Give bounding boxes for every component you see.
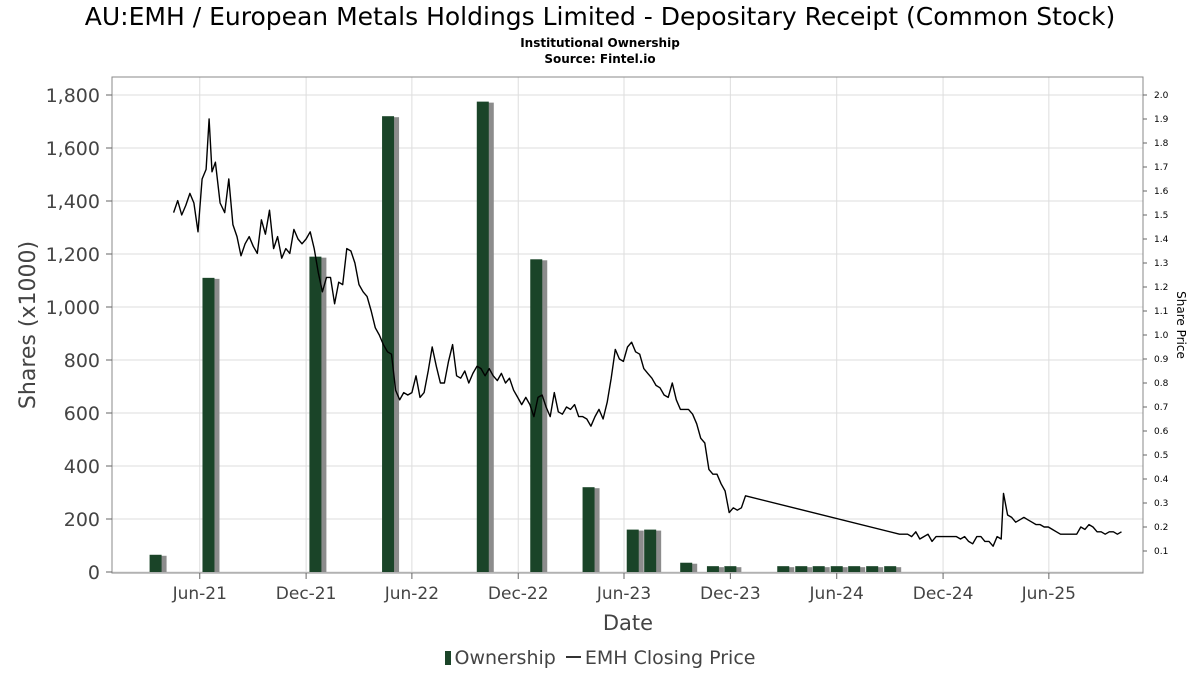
legend: Ownership EMH Closing Price — [0, 647, 1200, 669]
plot-frame — [111, 76, 1144, 574]
x-axis-label: Date — [603, 611, 653, 635]
legend-item-ownership: Ownership — [444, 647, 556, 669]
x-tick-label: Dec-23 — [700, 584, 761, 604]
y2-tick-label: 0.7 — [1154, 403, 1168, 413]
bars-layer — [149, 101, 902, 572]
y2-axis-label: Share Price — [1174, 291, 1188, 359]
ownership-bar — [202, 277, 215, 572]
y2-tick-label: 1.0 — [1154, 331, 1169, 341]
price-swatch — [565, 656, 581, 658]
line-layer — [172, 118, 1122, 547]
y2-tick-label: 1.9 — [1154, 115, 1169, 125]
ownership-bar — [706, 566, 719, 572]
ownership-bar — [582, 487, 595, 572]
ownership-bar — [866, 566, 879, 572]
ownership-bar — [476, 101, 489, 572]
y2-tick-label: 1.2 — [1154, 283, 1168, 293]
ownership-bar — [848, 566, 861, 572]
y2-tick-label: 0.8 — [1154, 379, 1169, 389]
ownership-bar — [724, 566, 737, 572]
y2-tick-label: 0.4 — [1154, 475, 1169, 485]
legend-price-label: EMH Closing Price — [584, 647, 756, 669]
y2-tick-label: 0.6 — [1154, 427, 1169, 437]
axis-layer: 0 200 400 600 800 1,000 1,200 1,400 1,600 1,800 0.… — [46, 85, 1169, 604]
x-tick-label: Jun-22 — [384, 584, 439, 604]
chart-title: AU:EMH / European Metals Holdings Limite… — [84, 2, 1116, 31]
price-line — [172, 118, 1122, 547]
ownership-bar — [309, 256, 322, 572]
y2-tick-label: 1.6 — [1154, 187, 1169, 197]
y-tick-label: 600 — [64, 403, 100, 425]
y2-tick-label: 1.7 — [1154, 163, 1168, 173]
ownership-bar — [530, 259, 543, 572]
y2-tick-label: 1.5 — [1154, 211, 1168, 221]
x-tick-label: Dec-21 — [276, 584, 337, 604]
x-tick-label: Jun-23 — [596, 584, 651, 604]
y2-tick-label: 0.5 — [1154, 451, 1168, 461]
ownership-swatch — [444, 651, 451, 665]
y2-tick-label: 1.8 — [1154, 139, 1169, 149]
ownership-bar — [830, 566, 843, 572]
y2-tick-label: 0.2 — [1154, 523, 1168, 533]
y2-tick-label: 1.3 — [1154, 259, 1168, 269]
x-tick-label: Jun-25 — [1021, 584, 1076, 604]
y-tick-label: 1,600 — [46, 138, 100, 160]
ownership-bar — [149, 554, 162, 572]
y-tick-label: 0 — [88, 562, 100, 584]
y-tick-label: 1,800 — [46, 85, 100, 107]
y2-tick-label: 0.1 — [1154, 547, 1168, 557]
y-tick-label: 200 — [64, 509, 100, 531]
ownership-bar — [812, 566, 825, 572]
ownership-bar — [626, 529, 639, 572]
chart-subtitle: Institutional Ownership — [520, 36, 680, 50]
y2-tick-label: 0.3 — [1154, 499, 1168, 509]
y2-tick-label: 1.4 — [1154, 235, 1169, 245]
y-tick-label: 1,400 — [46, 191, 100, 213]
y-tick-label: 800 — [64, 350, 100, 372]
grid-layer — [112, 77, 1143, 573]
y-tick-label: 1,000 — [46, 297, 100, 319]
y2-tick-label: 2.0 — [1154, 91, 1169, 101]
ownership-bar — [382, 116, 395, 572]
y-axis-label: Shares (x1000) — [16, 241, 41, 409]
y2-tick-label: 1.1 — [1154, 307, 1168, 317]
legend-item-price: EMH Closing Price — [565, 647, 756, 669]
y2-tick-label: 0.9 — [1154, 355, 1169, 365]
ownership-bar — [680, 562, 693, 572]
x-tick-label: Jun-21 — [172, 584, 227, 604]
ownership-bar — [884, 566, 897, 572]
ownership-bar — [795, 566, 808, 572]
x-tick-label: Jun-24 — [809, 584, 864, 604]
chart-source: Source: Fintel.io — [544, 52, 656, 66]
x-tick-label: Dec-24 — [913, 584, 974, 604]
x-tick-label: Dec-22 — [488, 584, 549, 604]
y-tick-label: 1,200 — [46, 244, 100, 266]
ownership-bar — [644, 529, 657, 572]
y-tick-label: 400 — [64, 456, 100, 478]
legend-ownership-label: Ownership — [454, 647, 556, 669]
ownership-bar — [777, 566, 790, 572]
